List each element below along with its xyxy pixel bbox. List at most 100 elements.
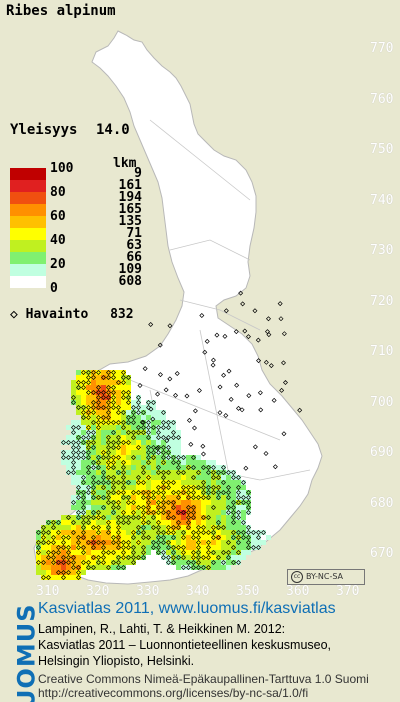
observation-marker xyxy=(246,393,252,399)
observation-marker xyxy=(86,405,91,410)
grid-cell xyxy=(146,505,151,510)
observation-marker xyxy=(121,395,126,400)
grid-cell xyxy=(71,565,76,570)
grid-cell xyxy=(171,550,176,555)
observation-marker xyxy=(116,560,121,565)
grid-cell xyxy=(181,490,186,495)
grid-cell xyxy=(261,530,266,535)
grid-cell xyxy=(176,465,181,470)
grid-cell xyxy=(186,500,191,505)
observation-marker xyxy=(71,450,76,455)
frequency-label: Yleisyys xyxy=(10,122,78,138)
grid-cell xyxy=(111,515,116,520)
grid-cell xyxy=(91,515,96,520)
observation-marker xyxy=(156,540,161,545)
grid-cell xyxy=(251,535,256,540)
grid-cell xyxy=(201,565,206,570)
grid-cell xyxy=(226,480,231,485)
observation-marker xyxy=(86,450,91,455)
observation-marker xyxy=(201,565,206,570)
grid-cell xyxy=(126,445,131,450)
grid-cell xyxy=(221,500,226,505)
observation-marker xyxy=(111,510,116,515)
grid-cell xyxy=(201,490,206,495)
grid-cell xyxy=(191,510,196,515)
grid-cell xyxy=(161,500,166,505)
grid-cell xyxy=(76,510,81,515)
grid-cell xyxy=(221,475,226,480)
observation-marker xyxy=(86,425,91,430)
observation-marker xyxy=(71,530,76,535)
grid-cell xyxy=(191,480,196,485)
observation-marker xyxy=(46,540,51,545)
observation-marker xyxy=(171,435,176,440)
grid-cell xyxy=(161,450,166,455)
grid-cell xyxy=(161,535,166,540)
observation-marker xyxy=(201,480,206,485)
species-name: Ribes alpinum xyxy=(6,3,116,19)
grid-cell xyxy=(51,520,56,525)
grid-cell xyxy=(166,425,171,430)
observation-marker xyxy=(241,530,246,535)
grid-cell xyxy=(66,470,71,475)
observation-marker xyxy=(163,387,169,393)
grid-cell xyxy=(91,540,96,545)
observation-marker xyxy=(171,525,176,530)
grid-cell xyxy=(201,540,206,545)
observation-marker xyxy=(231,500,236,505)
grid-cell xyxy=(181,550,186,555)
observation-marker xyxy=(116,410,121,415)
grid-cell xyxy=(131,460,136,465)
observation-marker xyxy=(116,555,121,560)
observation-marker xyxy=(186,417,192,423)
grid-cell xyxy=(96,415,101,420)
grid-cell xyxy=(81,475,86,480)
grid-cell xyxy=(151,405,156,410)
observation-marker xyxy=(86,415,91,420)
grid-cell xyxy=(76,395,81,400)
atlas-link[interactable]: Kasviatlas 2011, www.luomus.fi/kasviatla… xyxy=(38,600,336,617)
grid-cell xyxy=(61,450,66,455)
grid-cell xyxy=(116,550,121,555)
observation-marker xyxy=(217,384,223,390)
observation-marker xyxy=(166,470,171,475)
observation-marker xyxy=(116,435,121,440)
grid-cell xyxy=(136,485,141,490)
grid-cell xyxy=(206,545,211,550)
observation-marker xyxy=(41,530,46,535)
grid-cell xyxy=(91,415,96,420)
grid-cell xyxy=(176,510,181,515)
grid-cell xyxy=(76,530,81,535)
grid-cell xyxy=(81,385,86,390)
license-badge[interactable]: cc BY-NC-SA xyxy=(287,569,365,585)
grid-cell xyxy=(161,550,166,555)
observation-marker xyxy=(146,460,151,465)
grid-cell xyxy=(76,375,81,380)
license-line-2[interactable]: http://creativecommons.org/licenses/by-n… xyxy=(38,686,309,700)
grid-cell xyxy=(246,540,251,545)
grid-cell xyxy=(46,575,51,580)
grid-cell xyxy=(246,545,251,550)
observation-marker xyxy=(151,540,156,545)
grid-cell xyxy=(101,455,106,460)
grid-cell xyxy=(176,565,181,570)
grid-cell xyxy=(256,530,261,535)
grid-cell xyxy=(141,420,146,425)
grid-cell xyxy=(61,520,66,525)
observation-marker xyxy=(131,515,136,520)
grid-cell xyxy=(126,560,131,565)
grid-cell xyxy=(131,410,136,415)
observation-marker xyxy=(91,430,96,435)
grid-cell xyxy=(151,450,156,455)
observation-marker xyxy=(236,475,241,480)
observation-marker xyxy=(150,416,156,422)
observation-marker xyxy=(96,455,101,460)
observation-marker xyxy=(161,435,166,440)
grid-cell xyxy=(81,465,86,470)
grid-cell xyxy=(86,425,91,430)
grid-cell xyxy=(101,435,106,440)
grid-cell xyxy=(131,440,136,445)
grid-cell xyxy=(186,485,191,490)
grid-cell xyxy=(216,515,221,520)
grid-cell xyxy=(111,455,116,460)
